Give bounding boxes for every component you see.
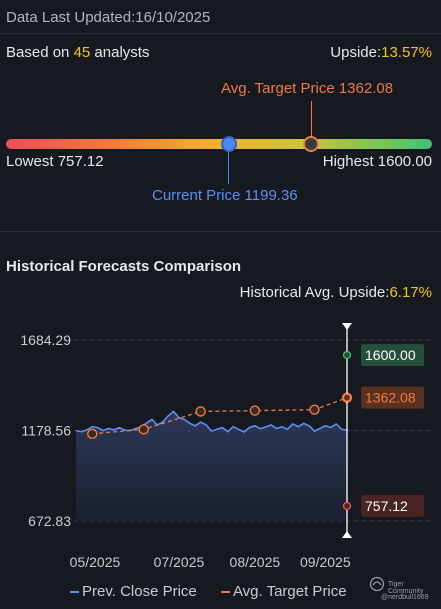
current-price-line: [228, 150, 229, 184]
watermark-user: @nerdbull1669: [381, 594, 429, 601]
range-marker-point: [342, 501, 352, 511]
range-marker-point: [342, 350, 352, 360]
legend-close-label: Prev. Close Price: [82, 583, 197, 600]
last-updated-label: Data Last Updated:: [6, 9, 136, 26]
last-updated-date: 16/10/2025: [135, 9, 211, 26]
analyst-suffix: analysts: [90, 44, 150, 61]
target-price-point: [195, 406, 206, 417]
range-bottom-triangle: [342, 531, 352, 538]
avg-target-marker: [303, 136, 319, 152]
section-divider: [0, 231, 441, 232]
upside-value: 13.57%: [381, 44, 432, 61]
close-price-line: [75, 410, 348, 433]
range-marker-point: [342, 393, 352, 402]
x-tick-label: 08/2025: [230, 554, 281, 570]
current-price-marker: [221, 136, 237, 152]
legend-target-swatch: [220, 591, 230, 594]
historical-title: Historical Forecasts Comparison: [6, 258, 242, 275]
x-tick-label: 07/2025: [154, 554, 205, 570]
range-value-label: 1600.00: [365, 347, 416, 363]
historical-upside: Historical Avg. Upside:6.17%: [240, 284, 432, 301]
close-price-area: [76, 411, 347, 521]
analyst-count: 45: [73, 44, 91, 61]
y-tick-label: 1178.56: [21, 423, 71, 439]
header-divider: [0, 33, 441, 34]
range-value-label: 757.12: [365, 498, 408, 514]
range-value-box: [361, 386, 424, 409]
historical-forecast-chart: 1684.29 1178.56 672.83 05/2025 07/2025 08/202…: [20, 323, 432, 570]
price-range-gauge: [6, 139, 432, 149]
legend-target: Avg. Target Price: [220, 583, 347, 600]
range-top-triangle: [342, 323, 352, 330]
y-tick-label: 672.83: [28, 513, 71, 529]
tiger-logo-icon: [369, 576, 385, 592]
x-tick-label: 09/2025: [300, 554, 351, 570]
avg-target-line: [311, 101, 312, 139]
target-price-point: [249, 405, 261, 416]
watermark-brand: Tiger Community: [388, 581, 424, 595]
y-tick-label: 1684.29: [20, 332, 71, 348]
range-value-box: [361, 344, 424, 367]
lowest-label: Lowest 757.12: [6, 153, 104, 170]
legend-close-swatch: [70, 591, 79, 594]
legend: Prev. Close Price Avg. Target Price: [70, 583, 347, 600]
last-updated: Data Last Updated:16/10/2025: [6, 9, 210, 26]
historical-upside-label: Historical Avg. Upside:: [239, 284, 390, 301]
avg-target-label: Avg. Target Price 1362.08: [221, 80, 394, 97]
current-price-label: Current Price 1199.36: [152, 187, 298, 204]
legend-close: Prev. Close Price: [70, 583, 197, 600]
target-price-point: [138, 424, 149, 435]
upside: Upside:13.57%: [330, 44, 432, 61]
analyst-prefix: Based on: [6, 44, 74, 61]
historical-upside-value: 6.17%: [389, 284, 432, 301]
analyst-summary: Based on 45 analysts: [6, 44, 149, 61]
highest-label: Highest 1600.00: [322, 153, 432, 170]
x-tick-label: 05/2025: [70, 554, 121, 570]
target-price-point: [309, 404, 320, 415]
target-price-point: [87, 428, 98, 440]
range-value-label: 1362.08: [365, 390, 416, 406]
upside-label: Upside:: [330, 44, 382, 61]
target-price-line: [92, 397, 348, 435]
legend-target-label: Avg. Target Price: [232, 583, 347, 600]
range-value-box: [361, 494, 424, 517]
